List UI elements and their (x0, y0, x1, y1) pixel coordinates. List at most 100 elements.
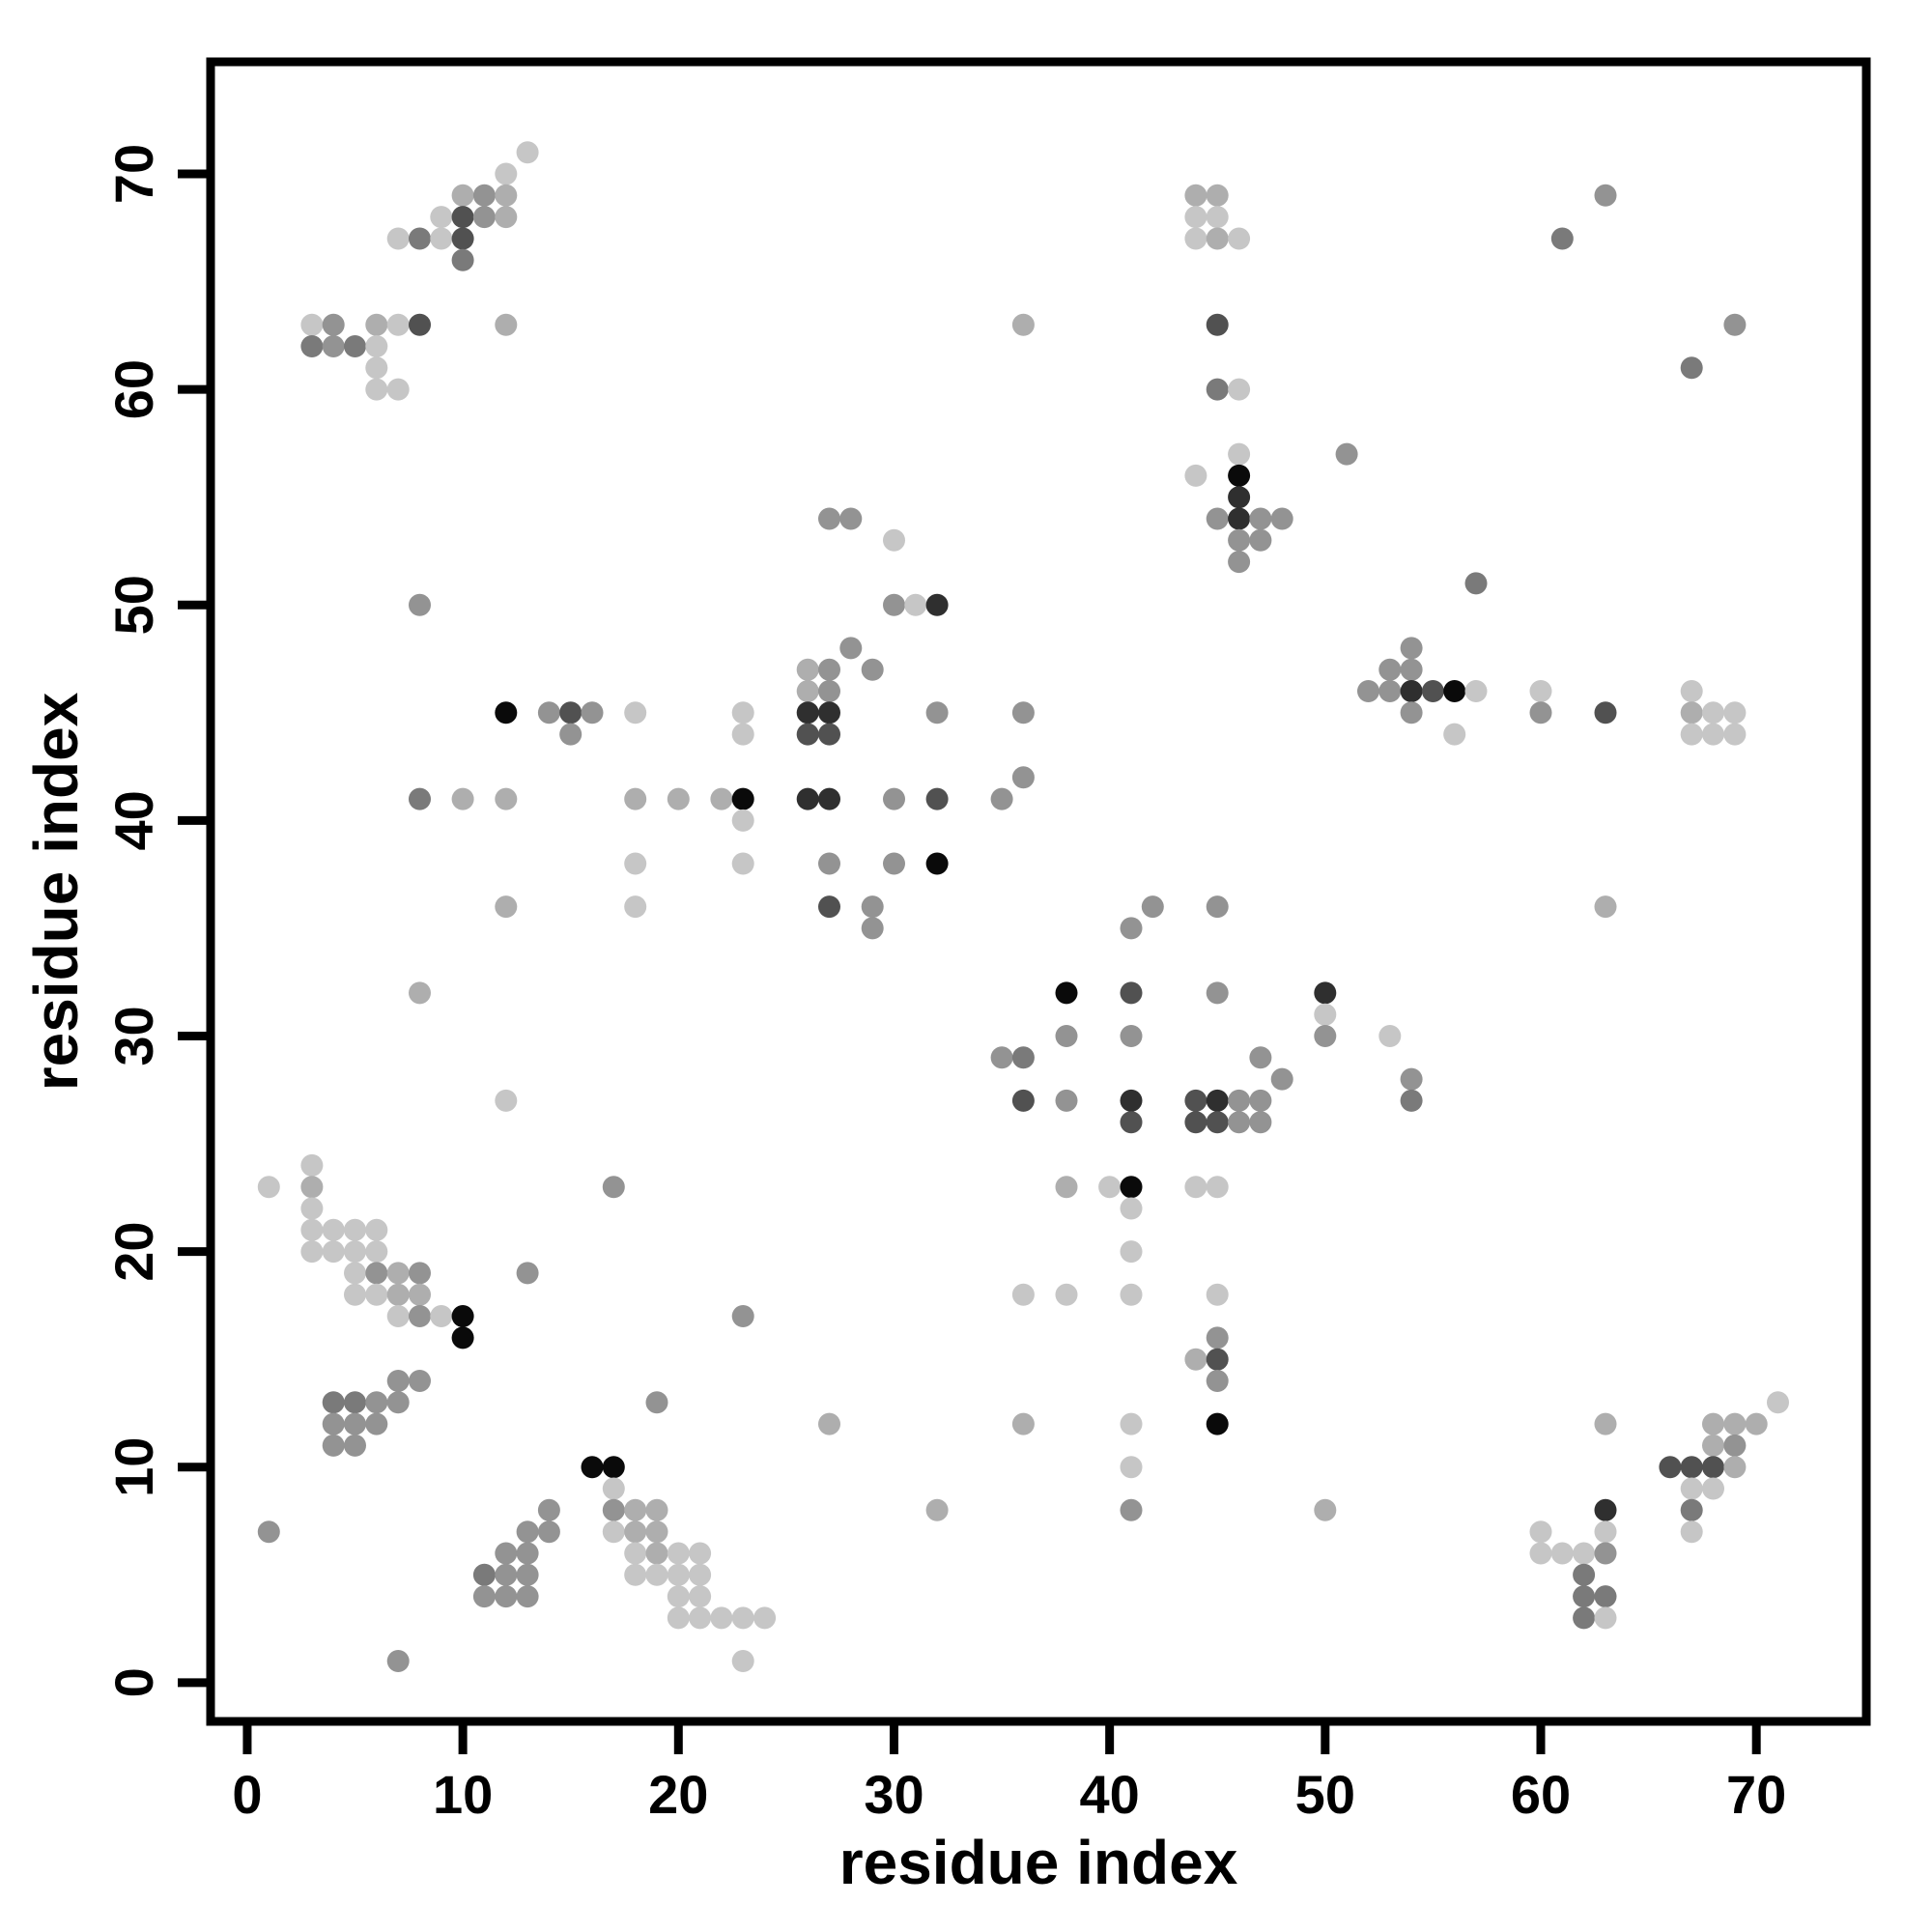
data-point (1184, 227, 1208, 250)
data-point (451, 248, 474, 271)
data-point (386, 1283, 410, 1306)
data-point (645, 1391, 668, 1414)
x-tick-label: 50 (1295, 1764, 1355, 1825)
data-point (1357, 680, 1379, 702)
data-point (990, 787, 1013, 810)
data-point (818, 852, 840, 875)
data-point (1120, 981, 1143, 1005)
data-point (990, 1046, 1013, 1069)
y-tick-label: 10 (103, 1437, 164, 1497)
data-point (645, 1563, 668, 1586)
data-point (386, 1370, 410, 1392)
data-point (710, 1606, 733, 1630)
data-point (537, 1520, 560, 1544)
x-tick-label: 10 (433, 1764, 493, 1825)
data-point (904, 593, 927, 616)
data-point (667, 787, 690, 810)
data-point (1680, 1477, 1703, 1500)
data-point (1400, 1067, 1423, 1091)
data-point (796, 701, 819, 724)
data-point (1184, 1089, 1208, 1112)
data-point (365, 335, 388, 357)
data-point (1228, 1089, 1251, 1112)
x-axis-ticks: 0 10 20 30 40 50 60 70 (232, 1725, 1786, 1825)
data-point (537, 1498, 560, 1521)
data-point (430, 206, 453, 229)
data-point (731, 787, 754, 810)
data-point (409, 787, 431, 810)
data-point (386, 1650, 410, 1672)
data-point (1120, 1498, 1143, 1521)
data-point (1184, 464, 1208, 487)
data-point (495, 787, 518, 810)
data-point (1206, 206, 1229, 229)
data-point (451, 227, 474, 250)
data-point (516, 1542, 539, 1565)
data-point (624, 1542, 647, 1565)
data-point (322, 1391, 345, 1414)
data-point (1055, 1283, 1078, 1306)
data-point (839, 507, 863, 530)
data-point (1400, 1089, 1423, 1112)
data-point (602, 1520, 625, 1544)
data-point (667, 1542, 690, 1565)
data-point (365, 356, 388, 380)
x-tick-label: 70 (1726, 1764, 1786, 1825)
data-point (883, 528, 905, 552)
data-point (365, 1218, 388, 1241)
data-point (1120, 917, 1143, 940)
data-point (451, 184, 474, 207)
data-point (839, 637, 863, 660)
data-point (495, 701, 518, 724)
data-point (1702, 1412, 1724, 1435)
data-point (300, 1218, 324, 1241)
data-point (322, 1240, 345, 1264)
data-point (344, 1434, 366, 1457)
data-point (624, 1563, 647, 1586)
data-point (1206, 1089, 1229, 1112)
data-point (1098, 1176, 1122, 1199)
data-point (689, 1563, 712, 1586)
data-point (1529, 701, 1552, 724)
data-point (1464, 572, 1488, 595)
data-point (1529, 1520, 1552, 1544)
data-point (1723, 701, 1747, 724)
data-point (1249, 528, 1272, 552)
data-point (861, 895, 884, 919)
data-point (1529, 680, 1552, 702)
data-point (818, 680, 840, 702)
scatter-points-layer (257, 141, 1789, 1672)
data-point (1594, 895, 1617, 919)
data-point (796, 787, 819, 810)
y-tick-label: 50 (103, 575, 164, 635)
data-point (731, 701, 754, 724)
data-point (1120, 1412, 1143, 1435)
data-point (344, 1412, 366, 1435)
data-point (1594, 1498, 1617, 1521)
data-point (1055, 981, 1078, 1005)
data-point (1723, 313, 1747, 336)
data-point (516, 1563, 539, 1586)
data-point (1443, 723, 1466, 746)
data-point (1011, 313, 1035, 336)
data-point (1594, 184, 1617, 207)
data-point (731, 1305, 754, 1327)
data-point (1702, 723, 1724, 746)
data-point (516, 1585, 539, 1608)
data-point (1594, 1412, 1617, 1435)
data-point (1228, 551, 1251, 574)
data-point (386, 1262, 410, 1285)
data-point (1184, 184, 1208, 207)
data-point (1120, 1456, 1143, 1479)
data-point (1184, 1348, 1208, 1371)
data-point (1228, 378, 1251, 401)
data-point (495, 1542, 518, 1565)
data-point (516, 1520, 539, 1544)
data-point (1659, 1456, 1682, 1479)
data-point (925, 787, 949, 810)
data-point (624, 1520, 647, 1544)
data-point (1228, 528, 1251, 552)
x-tick-label: 30 (864, 1764, 923, 1825)
data-point (386, 313, 410, 336)
